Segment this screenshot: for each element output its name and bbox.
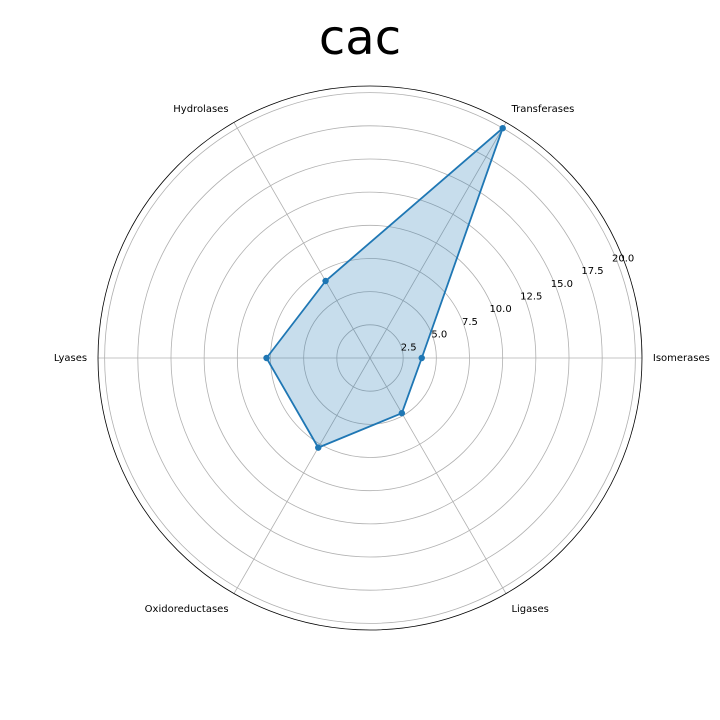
r-tick-label: 7.5 [462,317,478,328]
grid-layer [97,85,643,631]
ring-gridline [336,324,404,392]
r-tick-label: 5.0 [431,330,447,341]
data-point [315,444,322,451]
radial-gridline [369,357,507,594]
data-point [499,124,506,132]
data-point [398,409,406,417]
ring-gridline [203,191,537,525]
ring-gridline [104,92,636,624]
label-layer: 2.5 5.0 7.5 10.0 12.5 15.0 17.5 20.0 Isomerases T… [54,104,710,615]
polar-frame [97,85,643,631]
chart-title: cac [318,10,402,66]
series-area [266,128,503,448]
category-label: Isomerases [653,353,710,364]
ring-gridline [236,224,504,492]
r-tick-label: 12.5 [520,292,542,303]
category-label: Hydrolases [173,104,228,115]
r-tick-label: 2.5 [401,342,417,353]
data-point [322,277,329,285]
ring-gridline [270,258,470,458]
series-layer [263,124,506,451]
category-label: Ligases [511,604,548,615]
r-tick-label: 20.0 [612,253,634,264]
ring-gridline [303,291,437,425]
r-tick-label: 15.0 [551,279,573,290]
r-tick-label: 17.5 [581,266,603,277]
r-tick-label: 10.0 [489,304,511,315]
radial-gridline [233,357,371,594]
radial-gridline [369,122,507,359]
ring-gridline [170,158,570,558]
category-label: Transferases [510,104,574,115]
radial-gridline [233,122,371,359]
data-point [263,354,270,362]
data-point [418,354,425,362]
category-label: Oxidoreductases [145,604,229,615]
ring-gridline [137,125,603,591]
category-label: Lyases [54,353,87,364]
